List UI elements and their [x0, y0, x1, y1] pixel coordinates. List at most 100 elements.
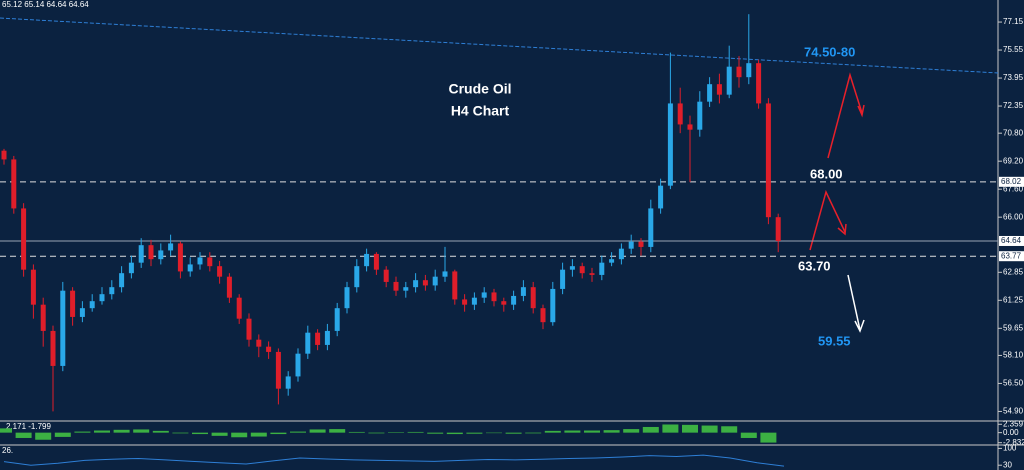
y-tick-label: 67.60 [1003, 184, 1024, 193]
histogram-bar [642, 426, 659, 433]
histogram-bar [54, 432, 71, 437]
price-tag-label: 64.64 [1001, 236, 1022, 245]
candle-body [481, 292, 487, 298]
candle-body [667, 103, 673, 186]
candle-body [658, 185, 664, 209]
histogram-bar [662, 424, 679, 433]
histogram-bar [250, 432, 267, 437]
histogram-bar [152, 430, 169, 433]
histogram-bar [368, 432, 385, 434]
candle-body [530, 287, 536, 309]
candle-body [413, 280, 419, 288]
annotation: 68.00 [810, 166, 843, 181]
candle-body [60, 290, 66, 366]
histogram-bar [525, 432, 542, 434]
arrow-red [827, 72, 863, 159]
y-tick-label: 0.00 [1003, 428, 1019, 437]
candle-body [30, 269, 36, 305]
candle-body [491, 292, 497, 302]
y-tick-label: 73.95 [1003, 73, 1024, 82]
arrow-head [837, 223, 847, 236]
candle-body [697, 101, 703, 130]
candle-body [197, 257, 203, 265]
candle-body [373, 253, 379, 270]
arrow-red [809, 189, 846, 251]
candle-body [540, 308, 546, 323]
candle-body [599, 262, 605, 275]
histogram-bar [94, 430, 110, 433]
candle-body [442, 271, 448, 277]
panel-label: 26. [2, 446, 13, 455]
histogram-bar [740, 432, 757, 438]
candle-body [677, 103, 683, 125]
candle-body [609, 259, 615, 263]
y-tick-label: 56.50 [1003, 379, 1024, 388]
candle-body [158, 250, 164, 260]
candle-body [462, 299, 468, 305]
histogram-bar [544, 430, 561, 433]
candle-body [560, 269, 566, 289]
price-tag-label: 63.77 [1001, 251, 1022, 260]
histogram-bar [466, 432, 483, 434]
candle-body [569, 266, 575, 270]
histogram-bar [211, 432, 228, 436]
histogram-bar [35, 432, 52, 440]
y-tick-label: 30 [1003, 460, 1012, 469]
candle-body [40, 304, 46, 331]
candle-body [736, 66, 742, 78]
indicator-line [3, 454, 785, 467]
histogram-bar [290, 431, 306, 433]
histogram-bar [231, 432, 248, 438]
histogram-bar [309, 429, 326, 433]
candle-body [765, 103, 771, 218]
price-tag [999, 176, 1024, 187]
candle-body [628, 241, 634, 249]
histogram-bar [0, 428, 12, 433]
histogram-bar [172, 432, 189, 434]
histogram-bar [682, 424, 698, 433]
candle-body [775, 217, 781, 241]
y-tick-label: 2.359 [1003, 419, 1024, 428]
candle-body [618, 248, 624, 260]
candle-body [471, 297, 477, 305]
histogram-bar [407, 431, 424, 433]
price-tag [999, 251, 1024, 262]
y-tick-label: 58.10 [1003, 351, 1024, 360]
y-tick-label: 70.80 [1003, 128, 1024, 137]
histogram-bar [701, 425, 718, 433]
candle-body [128, 262, 134, 274]
candle-body [707, 84, 713, 102]
candle-body [275, 351, 281, 389]
candle-body [119, 273, 125, 288]
candle-body [756, 63, 762, 104]
chart-title: Crude Oil [448, 81, 511, 97]
annotation: 59.55 [818, 333, 851, 348]
panel-label: 2.171 -1.799 [6, 422, 51, 431]
histogram-bar [427, 432, 444, 434]
candle-body [217, 266, 223, 277]
histogram-bar [133, 429, 150, 433]
candle-body [511, 295, 517, 305]
candle-body [315, 332, 321, 345]
candle-body [334, 308, 340, 331]
candle-body [452, 271, 458, 300]
candle-body [187, 264, 193, 272]
histogram-bar [74, 431, 91, 433]
candle-body [354, 266, 360, 288]
candle-body [589, 273, 595, 275]
candle-body [305, 332, 311, 354]
histogram-bar [192, 432, 208, 435]
candle-body [109, 287, 115, 295]
y-tick-label: 66.00 [1003, 212, 1024, 221]
candle-body [383, 269, 389, 282]
annotation: 63.70 [798, 258, 831, 273]
annotation: 74.50-80 [804, 44, 855, 59]
candle-body [520, 287, 526, 296]
candle-body [11, 159, 17, 209]
y-tick-label: 59.65 [1003, 323, 1024, 332]
candle-body [148, 245, 154, 260]
y-tick-label: 75.55 [1003, 45, 1024, 54]
trendline [0, 17, 999, 74]
price-tag [999, 235, 1024, 246]
candle-body [295, 353, 301, 377]
